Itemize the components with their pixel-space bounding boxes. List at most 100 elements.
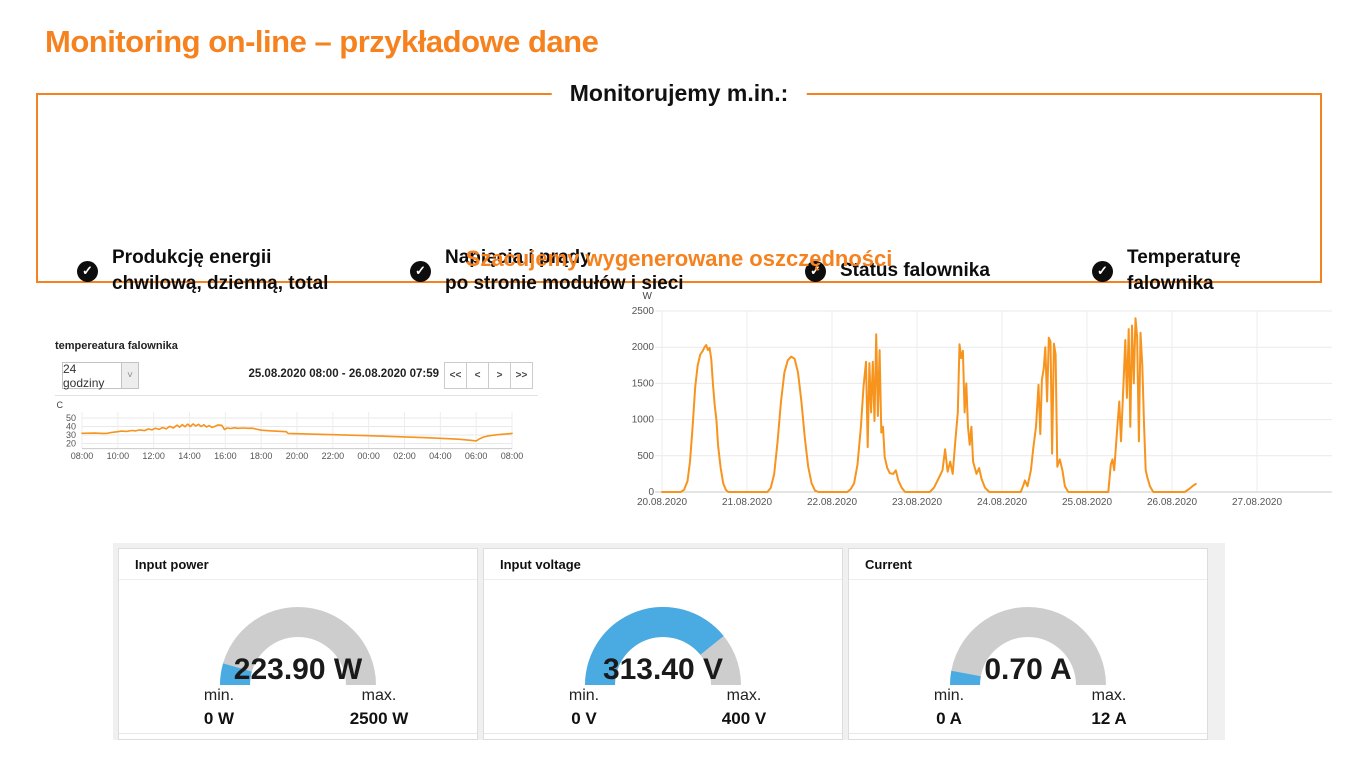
gauge-max-caption: max. <box>726 687 762 704</box>
temperature-controls: 24 godziny ˅ 25.08.2020 08:00 - 26.08.20… <box>55 362 538 390</box>
x-tick-label: 02:00 <box>393 451 416 461</box>
divider <box>849 733 1207 734</box>
check-icon: ✓ <box>77 260 98 282</box>
y-tick-label: 2500 <box>632 306 655 317</box>
gauge-max-caption: max. <box>361 687 397 704</box>
x-tick-label: 21.08.2020 <box>722 497 772 508</box>
features-heading: Monitorujemy m.in.: <box>551 80 807 107</box>
feature-line: po stronie modułów i sieci <box>445 273 684 294</box>
x-tick-label: 26.08.2020 <box>1147 497 1197 508</box>
y-tick-label: 40 <box>66 421 76 431</box>
gauge-min-caption: min. <box>203 687 235 704</box>
x-tick-label: 24.08.2020 <box>977 497 1027 508</box>
x-tick-label: 12:00 <box>142 451 165 461</box>
y-tick-label: 50 <box>66 413 76 423</box>
temperature-panel: tempereatura falownika 24 godziny ˅ 25.0… <box>55 340 538 461</box>
x-tick-label: 08:00 <box>71 451 94 461</box>
temperature-panel-title: tempereatura falownika <box>55 340 178 352</box>
feature-label: Napięcia i prądy po stronie modułów i si… <box>445 245 684 297</box>
y-tick-label: 1000 <box>632 415 655 426</box>
x-tick-label: 14:00 <box>178 451 201 461</box>
feature-produkcja-energii: ✓ Produkcję energii chwilową, dzienną, t… <box>77 245 328 297</box>
range-select[interactable]: 24 godziny ˅ <box>62 362 139 390</box>
gauge-min-value: 0 V <box>571 709 597 728</box>
feature-napiecia-prady: ✓ Napięcia i prądy po stronie modułów i … <box>410 245 684 297</box>
feature-status-falownika: ✓ Status falownika <box>805 258 990 284</box>
power-chart: 0 500 1000 1500 2000 2500 20.08.2020 21.08.2020… <box>632 291 1332 508</box>
gauge-fill <box>220 663 252 685</box>
gauge-track <box>950 606 1106 685</box>
gauge-value: 313.40 V <box>602 653 724 686</box>
x-tick-label: 27.08.2020 <box>1232 497 1282 508</box>
y-tick-label: 500 <box>637 451 654 462</box>
nav-first-button[interactable]: << <box>444 362 467 389</box>
chevron-down-icon: ˅ <box>121 363 138 388</box>
x-tick-label: 22:00 <box>322 451 345 461</box>
x-tick-label: 20:00 <box>286 451 309 461</box>
features-box: Monitorujemy m.in.: ✓ Produkcję energii … <box>36 80 1322 294</box>
card-header: Input power <box>119 549 477 580</box>
gauge-arc <box>585 606 741 685</box>
feature-line: Produkcję energii <box>112 247 272 268</box>
gauge-min-value: 0 W <box>203 709 235 728</box>
nav-next-button[interactable]: > <box>488 362 511 389</box>
gauge-card-input-power: Input power 223.90 W min. max. 0 W 2500 … <box>118 548 478 740</box>
card-title: Input voltage <box>500 556 581 572</box>
divider <box>55 395 538 396</box>
nav-prev-button[interactable]: < <box>466 362 489 389</box>
x-tick-label: 23.08.2020 <box>892 497 942 508</box>
x-tick-label: 18:00 <box>250 451 273 461</box>
card-title: Input power <box>135 556 209 572</box>
y-tick-label: 0 <box>648 487 654 498</box>
x-tick-label: 08:00 <box>501 451 524 461</box>
x-tick-label: 25.08.2020 <box>1062 497 1112 508</box>
y-axis-unit: C <box>57 400 64 410</box>
y-tick-label: 1500 <box>632 378 655 389</box>
page-title: Monitoring on-line – przykładowe dane <box>45 24 599 59</box>
x-tick-label: 10:00 <box>107 451 130 461</box>
x-tick-label: 16:00 <box>214 451 237 461</box>
x-tick-label: 04:00 <box>429 451 452 461</box>
gauges-dashboard: Input power 223.90 W min. max. 0 W 2500 … <box>113 543 1225 740</box>
gauge-card-current: Current 0.70 A min. max. 0 A 12 A <box>848 548 1208 740</box>
power-line <box>661 317 1197 493</box>
gauge-arc <box>950 606 1106 685</box>
gauge-min-caption: min. <box>568 687 600 704</box>
card-title: Current <box>865 556 912 572</box>
feature-line: Status falownika <box>840 260 990 281</box>
check-icon: ✓ <box>1092 260 1113 282</box>
gauge-min-caption: min. <box>933 687 965 704</box>
gauge-value: 0.70 A <box>984 653 1072 686</box>
y-axis-unit: W <box>643 291 653 302</box>
gauge-max-value: 2500 W <box>349 709 409 728</box>
gauge-min-value: 0 A <box>936 709 962 728</box>
gauge-max-caption: max. <box>1091 687 1127 704</box>
y-tick-label: 30 <box>66 430 76 440</box>
x-tick-label: 00:00 <box>357 451 380 461</box>
feature-line: Napięcia i prądy <box>445 247 591 268</box>
feature-line: falownika <box>1127 273 1214 294</box>
feature-label: Produkcję energii chwilową, dzienną, tot… <box>112 245 328 297</box>
gauge-track <box>220 606 376 685</box>
gauge-card-input-voltage: Input voltage 313.40 V min. max. 0 V 400… <box>483 548 843 740</box>
gauge-fill <box>950 670 981 685</box>
y-tick-label: 20 <box>66 438 76 448</box>
gauge-max-value: 400 V <box>721 709 767 728</box>
x-tick-label: 20.08.2020 <box>637 497 687 508</box>
x-tick-label: 06:00 <box>465 451 488 461</box>
gauge-max-value: 12 A <box>1091 709 1127 728</box>
feature-line: Temperaturę <box>1127 247 1241 268</box>
feature-label: Temperaturę falownika <box>1127 245 1241 297</box>
check-icon: ✓ <box>410 260 431 282</box>
x-tick-label: 22.08.2020 <box>807 497 857 508</box>
feature-temperatura-falownika: ✓ Temperaturę falownika <box>1092 245 1241 297</box>
savings-subtitle: Szacujemy wygenerowane oszczędności <box>465 246 893 271</box>
date-nav-buttons: << < > >> <box>444 362 533 389</box>
temperature-line <box>81 423 513 442</box>
check-icon: ✓ <box>805 260 826 282</box>
gauge-arc <box>220 606 376 685</box>
nav-last-button[interactable]: >> <box>510 362 533 389</box>
divider <box>484 733 842 734</box>
